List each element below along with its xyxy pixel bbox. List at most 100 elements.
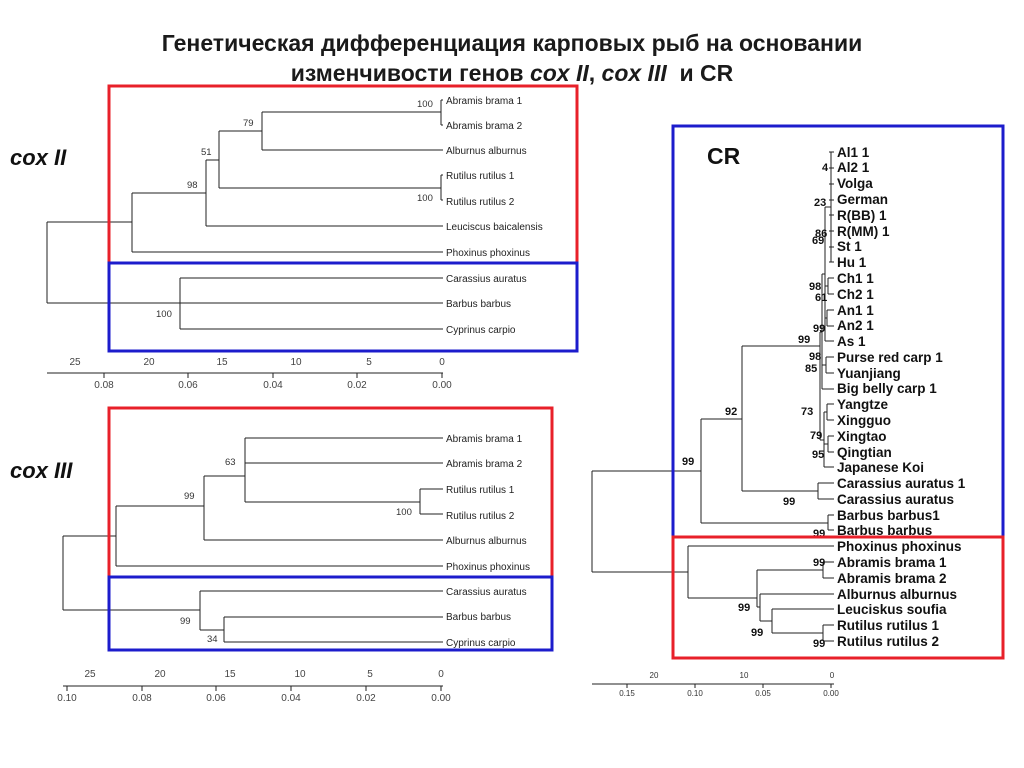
cr-leaf: Xingtao <box>837 429 887 444</box>
cox2-axis-bottom-tick: 0.08 <box>94 380 114 391</box>
title-gene-cox2: cox II <box>529 60 589 86</box>
cox2-leaf: Barbus barbus <box>446 299 511 310</box>
cr-leaf: Purse red carp 1 <box>837 350 943 365</box>
cox3-axis-bottom-tick: 0.00 <box>431 693 451 704</box>
cr-bootstrap: 99 <box>751 627 763 639</box>
cox3-axis-top-tick: 20 <box>154 669 166 680</box>
cr-leaf: Hu 1 <box>837 255 867 270</box>
title-line-1: Генетическая дифференциация карповых рыб… <box>161 30 863 56</box>
cr-leaf: Yuanjiang <box>837 366 901 381</box>
cox2-axis-bottom-tick: 0.00 <box>432 380 452 391</box>
cr-leaf: Ch2 1 <box>837 287 874 302</box>
cox2-blue-box <box>107 261 579 353</box>
cr-bootstrap: 99 <box>798 334 810 346</box>
cr-leaf: Barbus barbus1 <box>837 508 940 523</box>
cr-leaf: Al2 1 <box>837 160 870 175</box>
cox2-leaf: Rutilus rutilus 1 <box>446 171 515 182</box>
cox2-axis-bottom-tick: 0.02 <box>347 380 367 391</box>
cr-bootstrap: 61 <box>815 292 827 304</box>
cox3-axis-top-tick: 5 <box>367 669 373 680</box>
cr-axis-top-tick: 0 <box>830 671 835 680</box>
cr-bootstrap: 79 <box>810 430 822 442</box>
cox3-leaf: Rutilus rutilus 2 <box>446 511 515 522</box>
cr-leaf: Barbus barbus <box>837 523 932 538</box>
cox2-bootstrap: 100 <box>417 99 433 110</box>
cox2-axis-top-tick: 25 <box>69 357 81 368</box>
cox3-tree: Abramis brama 1 Abramis brama 2 Rutilus … <box>57 434 530 704</box>
cr-leaf: Volga <box>837 176 873 191</box>
title-gene-cox3: cox III <box>601 60 667 86</box>
cr-bootstrap: 4 <box>822 162 829 174</box>
cr-leaf: Phoxinus phoxinus <box>837 539 962 554</box>
cox2-leaf: Alburnus alburnus <box>446 146 527 157</box>
cox2-bootstrap: 100 <box>417 193 433 204</box>
cox2-leaf: Abramis brama 1 <box>446 96 523 107</box>
cox2-axis-bottom-tick: 0.04 <box>263 380 283 391</box>
cox2-axis-top-tick: 15 <box>216 357 228 368</box>
cox3-bootstrap: 99 <box>180 616 191 627</box>
cox2-axis-bottom-tick: 0.06 <box>178 380 198 391</box>
cr-leaf: R(BB) 1 <box>837 208 887 223</box>
cr-leaf: An1 1 <box>837 303 874 318</box>
cox2-bootstrap: 79 <box>243 118 254 129</box>
cox2-leaf: Phoxinus phoxinus <box>446 248 530 259</box>
cox3-label: cox III <box>10 458 73 483</box>
cox2-axis-top-tick: 10 <box>290 357 302 368</box>
cr-bootstrap: 85 <box>805 363 817 375</box>
cox2-tree: Abramis brama 1 Abramis brama 2 Alburnus… <box>46 96 543 391</box>
cr-leaf: Ch1 1 <box>837 271 874 286</box>
page-title: Генетическая дифференциация карповых рыб… <box>0 28 1024 88</box>
cr-bootstrap: 99 <box>813 557 825 569</box>
cr-leaf: Big belly carp 1 <box>837 381 937 396</box>
cr-bootstrap: 99 <box>813 638 825 650</box>
cr-leaf: Alburnus alburnus <box>837 587 957 602</box>
cox3-bootstrap: 100 <box>396 507 412 518</box>
cox3-axis-bottom-tick: 0.10 <box>57 693 77 704</box>
cox3-axis-bottom-tick: 0.08 <box>132 693 152 704</box>
cr-leaf: Carassius auratus <box>837 492 954 507</box>
cr-bootstrap: 95 <box>812 449 824 461</box>
cox3-axis-bottom-tick: 0.04 <box>281 693 301 704</box>
cr-bootstrap: 99 <box>783 496 795 508</box>
cox2-leaf: Leuciscus baicalensis <box>446 222 543 233</box>
cr-axis-bottom-tick: 0.10 <box>687 689 703 698</box>
cox3-axis-top-tick: 10 <box>294 669 306 680</box>
cr-bootstrap: 99 <box>738 602 750 614</box>
cr-axis-top-tick: 20 <box>650 671 659 680</box>
cr-leaf: An2 1 <box>837 318 874 333</box>
cr-leaf: Leuciskus soufia <box>837 602 947 617</box>
cox3-bootstrap: 34 <box>207 634 218 645</box>
cox2-bootstrap: 100 <box>156 309 172 320</box>
cr-bootstrap: 86 <box>815 228 827 240</box>
cr-bootstrap: 92 <box>725 406 737 418</box>
cox3-axis-top-tick: 0 <box>438 669 444 680</box>
cox3-leaf: Abramis brama 1 <box>446 434 523 445</box>
title-prefix: изменчивости генов <box>290 60 530 86</box>
cr-bootstrap: 23 <box>814 197 826 209</box>
cr-leaf: German <box>837 192 888 207</box>
cox2-axis-top-tick: 5 <box>366 357 372 368</box>
cox2-leaf: Cyprinus carpio <box>446 325 516 336</box>
cox2-leaf: Abramis brama 2 <box>446 121 523 132</box>
cr-leaf: Qingtian <box>837 445 892 460</box>
cox3-axis-bottom-tick: 0.06 <box>206 693 226 704</box>
cr-leaf: As 1 <box>837 334 866 349</box>
cr-leaf: Rutilus rutilus 1 <box>837 618 940 633</box>
cox3-leaf: Barbus barbus <box>446 612 511 623</box>
cr-tree: Al1 1 Al2 1 Volga German R(BB) 1 R(MM) 1… <box>591 145 966 698</box>
cr-label: CR <box>707 143 741 169</box>
cox3-leaf: Rutilus rutilus 1 <box>446 485 515 496</box>
cox3-blue-box <box>107 575 554 652</box>
title-line-2: изменчивости генов cox II, cox III и CR <box>0 58 1024 88</box>
title-separator: , <box>588 60 602 86</box>
cr-bootstrap: 99 <box>682 456 694 468</box>
cr-axis-top-tick: 10 <box>740 671 749 680</box>
cr-leaf: Japanese Koi <box>837 460 924 475</box>
cr-leaf: Carassius auratus 1 <box>837 476 966 491</box>
cox3-leaf: Phoxinus phoxinus <box>446 562 530 573</box>
cr-leaf: Yangtze <box>837 397 889 412</box>
cr-leaf: Xingguo <box>837 413 891 428</box>
cr-bootstrap: 98 <box>809 281 821 293</box>
cr-leaf: St 1 <box>837 239 862 254</box>
